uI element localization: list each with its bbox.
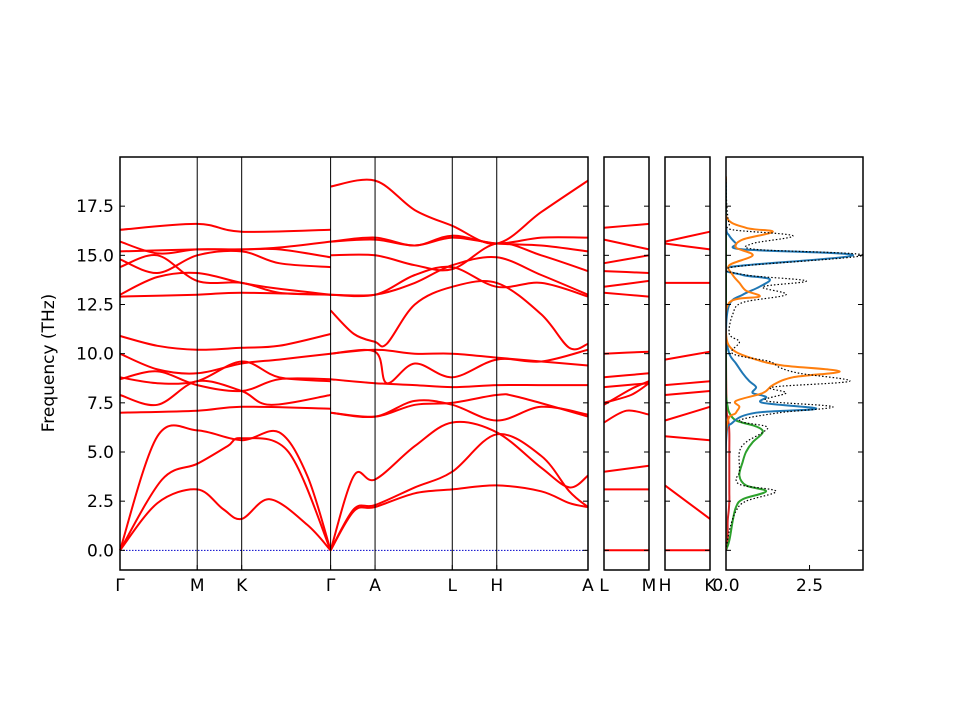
phonon-branch bbox=[330, 236, 589, 253]
phonon-branch bbox=[329, 484, 589, 551]
x-tick-label: K bbox=[236, 576, 248, 596]
x-tick-label: H bbox=[490, 576, 503, 596]
phonon-branch bbox=[330, 348, 589, 367]
y-tick-label: 15.0 bbox=[76, 246, 114, 266]
phonon-branch bbox=[603, 238, 650, 251]
phonon-branch bbox=[330, 234, 589, 247]
phonon-branch bbox=[664, 230, 711, 243]
phonon-branch bbox=[119, 352, 331, 375]
phonon-branch bbox=[330, 393, 589, 418]
phonon-branch bbox=[664, 405, 711, 422]
phonon-branch bbox=[330, 256, 589, 297]
x-tick-label: A bbox=[369, 576, 381, 596]
phonon-branch bbox=[603, 350, 650, 355]
phonon-branch bbox=[330, 242, 589, 273]
phonon-branch bbox=[329, 280, 589, 351]
phonon-branch bbox=[119, 271, 331, 296]
phonon-branch bbox=[664, 242, 711, 251]
phonon-branch bbox=[119, 405, 331, 414]
phonon-branch bbox=[664, 435, 711, 442]
phonon-branch bbox=[119, 379, 331, 407]
x-tick-label: H bbox=[659, 576, 672, 596]
phonon-branch bbox=[329, 433, 589, 551]
y-tick-label: 17.5 bbox=[76, 197, 114, 217]
phonon-branch bbox=[603, 222, 650, 229]
phonon-branch bbox=[119, 437, 332, 551]
phonon-branch bbox=[119, 222, 331, 233]
dos-curve-blue bbox=[726, 176, 855, 551]
phonon-branch bbox=[603, 279, 650, 288]
x-tick-label: M bbox=[642, 576, 657, 596]
phonon-branch bbox=[603, 464, 650, 473]
band-panel-1: Γ M K Γ A L H A 0.0 2.5 5.0 7.5 10.0 12.5 15.0 17.5 bbox=[76, 156, 594, 596]
y-tick-label: 12.5 bbox=[76, 296, 114, 316]
phonon-branch bbox=[119, 360, 331, 385]
panel-frame bbox=[119, 156, 589, 571]
dos-curves bbox=[726, 176, 863, 551]
y-tick-label: 5.0 bbox=[87, 443, 114, 463]
y-tick-label: 0.0 bbox=[87, 541, 114, 561]
phonon-branch bbox=[603, 291, 650, 298]
x-tick-label: Γ bbox=[326, 576, 336, 596]
phonon-branch bbox=[664, 380, 711, 387]
x-tick-label: L bbox=[448, 576, 458, 596]
phonon-branch bbox=[603, 382, 650, 389]
x-tick-label: L bbox=[599, 576, 609, 596]
y-tick-label: 7.5 bbox=[87, 394, 114, 414]
phonon-branch bbox=[119, 249, 331, 275]
phonon-branch bbox=[603, 254, 650, 265]
phonon-branch bbox=[603, 270, 650, 274]
y-axis-label: Frequency (THz) bbox=[39, 294, 59, 433]
x-tick-label: K bbox=[704, 576, 716, 596]
phonon-branch bbox=[603, 409, 650, 424]
panel-frame bbox=[664, 156, 711, 571]
dos-curve-total bbox=[726, 176, 863, 551]
x-tick-label: Γ bbox=[115, 576, 125, 596]
phonon-branch bbox=[119, 370, 331, 393]
x-tick-label: 2.5 bbox=[796, 576, 823, 596]
phonon-branch bbox=[119, 424, 332, 551]
x-tick-label: 0.0 bbox=[712, 576, 739, 596]
dos-curve-orange bbox=[726, 176, 841, 551]
panel-frame bbox=[603, 156, 650, 571]
x-tick-label: A bbox=[582, 576, 594, 596]
phonon-branch bbox=[603, 382, 650, 404]
phonon-branch bbox=[330, 378, 588, 389]
y-tick-label: 2.5 bbox=[87, 492, 114, 512]
panels-layer: Γ M K Γ A L H A0.02.55.07.510.012.515.017.5L M H K… bbox=[76, 156, 864, 596]
phonon-branch bbox=[119, 488, 332, 551]
phonon-branch bbox=[119, 240, 331, 255]
phonon-branch bbox=[664, 484, 711, 520]
phonon-branch bbox=[330, 178, 589, 245]
phonon-branch bbox=[664, 390, 711, 396]
x-tick-label: M bbox=[190, 576, 205, 596]
y-tick-label: 10.0 bbox=[76, 345, 114, 365]
phonon-branch bbox=[119, 333, 331, 351]
dos-panel: 0.0 2.5 bbox=[712, 156, 864, 596]
phonon-branch bbox=[664, 350, 711, 361]
phonon-branch bbox=[330, 265, 589, 298]
phonon-branch bbox=[329, 420, 589, 551]
panel-frame bbox=[725, 156, 864, 571]
phonon-branch bbox=[603, 372, 650, 379]
phonon-branch bbox=[119, 254, 331, 296]
phonon-branch bbox=[330, 399, 589, 422]
